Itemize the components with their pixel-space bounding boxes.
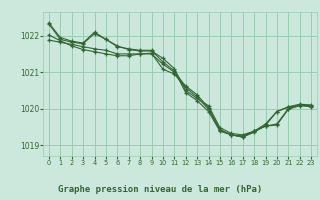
Text: Graphe pression niveau de la mer (hPa): Graphe pression niveau de la mer (hPa): [58, 185, 262, 194]
